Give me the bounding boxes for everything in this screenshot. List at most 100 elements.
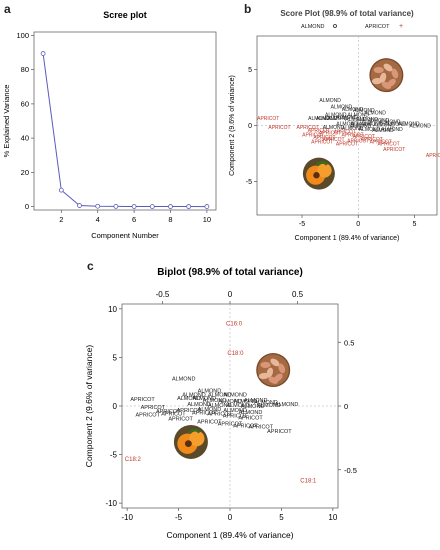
scree-data-point	[186, 204, 192, 209]
biplot-almond-label: ALMOND	[182, 392, 206, 398]
scree-y-tick-label: 20	[21, 168, 29, 177]
score-almond-point-label: ALMOND	[353, 108, 375, 114]
score-apricot-point-label: APRICOT	[342, 133, 364, 139]
scree-x-tick-label: 8	[168, 215, 172, 224]
score-apricot-point-label: APRICOT	[353, 134, 375, 140]
biplot-almond-label: ALMOND	[177, 396, 201, 402]
score-y-tick-label: 0	[248, 123, 252, 130]
biplot-loading-label: C18:2	[125, 457, 142, 463]
score-almond-point-label: ALMOND	[372, 128, 394, 134]
score-legend-marker-almond	[333, 24, 337, 28]
scree-x-tick-label: 2	[59, 215, 63, 224]
score-almond-point-label: ALMOND	[357, 117, 379, 123]
biplot-almond-label: ALMOND	[198, 407, 222, 413]
score-x-tick-label: 0	[356, 221, 360, 228]
biplot-apricot-label: APRICOT	[135, 413, 160, 419]
biplot-apricot-label: APRICOT	[141, 405, 166, 411]
biplot-almond-label: ALMOND	[257, 403, 281, 409]
biplot-right-tick-label: -0.5	[344, 466, 357, 475]
score-almond-point-label: ALMOND	[319, 98, 341, 104]
biplot-loading-label: C16:0	[226, 322, 243, 328]
score-title: Score Plot (98.9% of total variance)	[280, 9, 414, 18]
scree-data-point	[204, 204, 210, 209]
scree-data-point	[131, 204, 137, 209]
score-apricot-point-label: APRICOT	[334, 129, 356, 135]
scree-y-tick-label: 100	[16, 31, 29, 40]
biplot-almond-label: ALMOND	[244, 398, 268, 404]
score-almond-point-label: ALMOND	[345, 117, 367, 123]
score-apricot-point-label: APRICOT	[257, 116, 279, 122]
biplot-top-tick-label: 0	[228, 290, 233, 299]
score-y-axis-label: Component 2 (9.6% of variance)	[229, 75, 236, 176]
biplot-almond-label: ALMOND	[187, 402, 211, 408]
biplot-almond-label: ALMOND	[223, 408, 247, 414]
biplot-apricot-label: APRICOT	[267, 429, 292, 435]
score-legend-label: ALMOND	[301, 24, 325, 30]
biplot-x-tick-label: 0	[228, 513, 233, 522]
score-almond-point-label: ALMOND	[364, 110, 386, 116]
biplot-top-tick-label: -0.5	[156, 290, 170, 299]
scree-data-point	[168, 204, 173, 209]
scree-plot-frame	[33, 31, 217, 211]
biplot-top-tick-label: 0.5	[292, 290, 304, 299]
biplot-loading-label: C18:1	[300, 479, 317, 485]
scree-data-point	[77, 203, 82, 208]
biplot-y-tick-label: -5	[110, 451, 118, 460]
score-legend-label: APRICOT	[365, 24, 390, 30]
scree-y-tick-label: 0	[25, 202, 29, 211]
biplot-apricot-label: APRICOT	[218, 421, 243, 427]
score-almond-point-label: ALMOND	[331, 105, 353, 111]
scree-data-point	[113, 204, 119, 209]
score-plot-chart: Score Plot (98.9% of total variance) ALMO…	[229, 9, 440, 242]
biplot-apricot-label: APRICOT	[238, 416, 263, 422]
biplot-right-tick-label: 0.5	[344, 338, 354, 347]
biplot-y-axis-label: Component 2 (9.6% of variance)	[84, 345, 94, 468]
biplot-almond-label: ALMOND	[234, 399, 258, 405]
score-almond-point-label: ALMOND	[351, 122, 373, 128]
scree-y-tick-label: 80	[21, 65, 29, 74]
biplot-almond-label: ALMOND	[208, 392, 232, 398]
score-apricot-point-label: APRICOT	[361, 137, 383, 143]
score-apricot-point-label: APRICOT	[302, 133, 324, 139]
biplot-right-tick-label: 0	[344, 402, 348, 411]
biplot-apricot-label: APRICOT	[197, 419, 222, 425]
biplot-apricot-label: APRICOT	[233, 423, 258, 429]
apricot-photo	[302, 157, 335, 190]
scree-x-tick-label: 4	[96, 215, 100, 224]
panel-letter-c: c	[87, 259, 94, 273]
biplot-y-tick-label: 5	[113, 353, 118, 362]
biplot-apricot-label: APRICOT	[161, 412, 186, 418]
score-apricot-point-label: APRICOT	[378, 142, 400, 148]
score-apricot-point-label: APRICOT	[370, 139, 392, 145]
scree-data-point	[149, 204, 155, 209]
score-almond-point-label: ALMOND	[409, 124, 431, 130]
scree-x-tick-label: 6	[132, 215, 136, 224]
score-x-tick-label: 5	[413, 221, 417, 228]
score-almond-point-label: ALMOND	[385, 122, 407, 128]
score-almond-point-label: ALMOND	[359, 127, 381, 133]
biplot-x-tick-label: 5	[279, 513, 284, 522]
biplot-y-tick-label: 10	[108, 305, 117, 314]
almond-photo	[369, 58, 404, 93]
biplot-x-axis-label: Component 1 (89.4% of variance)	[166, 530, 293, 540]
score-almond-point-label: ALMOND	[398, 122, 420, 128]
scree-data-point	[58, 187, 64, 193]
almond-photo-biplot	[256, 353, 291, 388]
scree-x-axis-label: Component Number	[91, 231, 159, 240]
biplot-x-tick-label: -5	[175, 513, 183, 522]
score-almond-point-label: ALMOND	[308, 116, 330, 122]
score-y-tick-label: -5	[246, 179, 252, 186]
score-almond-point-label: ALMOND	[368, 118, 390, 124]
panel-letter-a: a	[4, 2, 11, 16]
scree-data-point	[95, 203, 101, 209]
score-apricot-point-label: APRICOT	[311, 139, 333, 145]
scree-y-tick-label: 40	[21, 134, 29, 143]
biplot-almond-label: ALMOND	[172, 377, 196, 383]
score-almond-point-label: ALMOND	[379, 119, 401, 125]
score-almond-point-label: ALMOND	[350, 124, 372, 130]
score-apricot-point-label: APRICOT	[322, 137, 344, 143]
score-almond-point-label: ALMOND	[316, 116, 338, 122]
scree-y-axis-label: % Explained Variance	[2, 85, 11, 158]
score-apricot-point-label: APRICOT	[319, 130, 341, 136]
